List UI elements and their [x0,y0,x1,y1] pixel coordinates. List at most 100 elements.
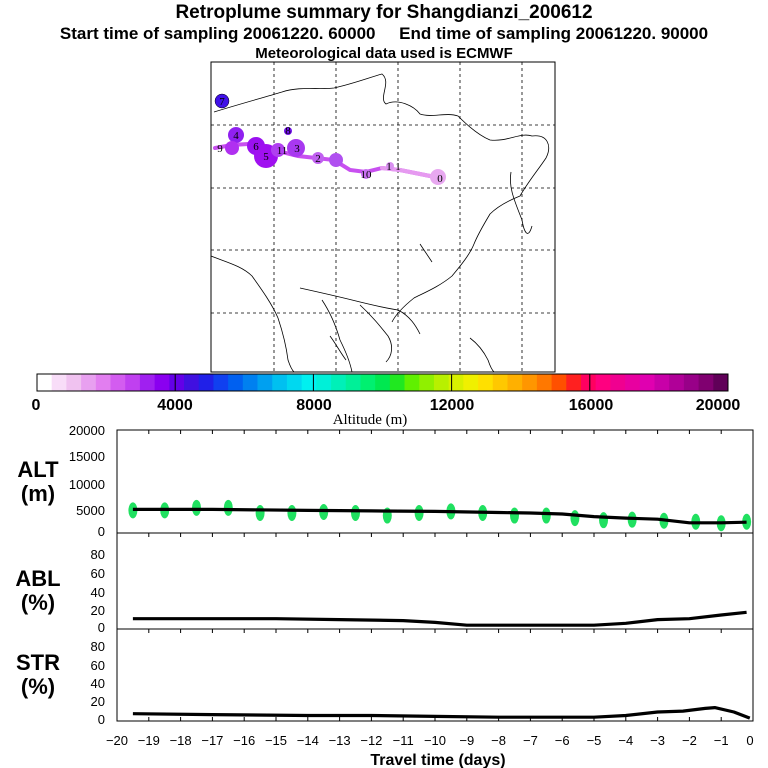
x-tick-label: −13 [329,733,351,748]
coastline [469,337,495,373]
alt-yticks: 0 5000 10000 15000 20000 [69,423,105,539]
colorbar-swatch [51,374,67,391]
colorbar-tick-label: 16000 [569,397,614,414]
trajectory-label: 5 [263,151,269,163]
x-tick-label: −9 [459,733,474,748]
x-tick-label: −16 [233,733,255,748]
abl-panel-unit: (%) [21,590,55,615]
altitude-marker [510,507,519,524]
colorbar-swatch [154,374,170,391]
colorbar-swatch [610,374,626,391]
alt-ytick-label: 15000 [69,449,105,464]
x-tick-marks [116,430,754,721]
coastline [419,243,433,263]
altitude-marker [414,504,424,521]
alt-ytick-label: 0 [98,524,105,539]
alt-ytick-label: 5000 [76,503,105,518]
trajectory-label: 7 [219,96,225,108]
altitude-marker [599,512,609,529]
colorbar-swatch [81,374,97,391]
alt-panel-label: ALT [17,457,59,482]
colorbar-swatch [110,374,126,391]
x-tick-label: −19 [138,733,160,748]
colorbar-swatch [213,374,229,391]
cluster-marker [386,162,394,170]
colorbar-swatch [286,374,303,391]
colorbar-swatch [242,374,258,391]
colorbar-swatch [551,374,567,391]
alt-ytick-label: 20000 [69,423,105,438]
cluster-marker [361,169,371,179]
colorbar-swatch [345,374,361,391]
colorbar-swatch [522,374,538,391]
chart-title: Retroplume summary for Shangdianzi_20061… [175,2,593,23]
trajectory-label: 8 [285,125,291,137]
trajectory-label: 2 [315,153,321,165]
colorbar-swatch [580,374,597,391]
abl-ytick-label: 0 [98,620,105,635]
met-data-label: Meteorological data used is ECMWF [255,45,513,62]
abl-series-line [132,610,747,627]
colorbar-swatch [125,374,141,391]
cluster-marker [287,139,305,157]
altitude-marker [255,504,265,521]
str-ytick-label: 0 [98,712,105,727]
cluster-marker [271,143,285,157]
sampling-times: Start time of sampling 20061220. 60000 E… [59,24,709,43]
trajectory-label: 4 [233,130,239,142]
colorbar-swatch [683,374,699,391]
colorbar-swatch [698,374,714,391]
cluster-marker [312,152,324,164]
abl-ytick-label: 80 [91,547,105,562]
coastline [299,287,421,335]
colorbar-swatch [301,374,317,391]
colorbar-tick-label: 12000 [430,397,475,414]
trajectory-clusters [214,93,446,185]
cluster-marker [214,93,230,109]
abl-ytick-label: 20 [91,603,105,618]
colorbar-swatch [272,374,288,391]
coastlines [210,73,549,373]
x-tick-label: 0 [746,733,753,748]
x-tick-label: −5 [587,733,602,748]
abl-panel-label: ABL [15,566,60,591]
abl-ytick-label: 40 [91,585,105,600]
alt-ytick-label: 10000 [69,477,105,492]
colorbar-tick-label: 0 [32,397,41,414]
str-ytick-label: 80 [91,639,105,654]
coastline [213,73,549,323]
map-gridlines [211,62,555,372]
colorbar-swatch [654,374,670,391]
coastline [359,304,392,363]
str-panel-unit: (%) [21,674,55,699]
colorbar-swatch [37,374,53,391]
colorbar-swatch [463,374,479,391]
x-tick-label: −4 [618,733,633,748]
colorbar-swatch [595,374,611,391]
x-tick-label: −11 [393,733,414,748]
series-lines [132,507,751,720]
cluster-marker [329,153,343,167]
colorbar-swatch [536,374,552,391]
coastline [329,335,347,361]
abl-panel-frame [116,532,754,630]
altitude-marker [223,499,233,516]
trajectory-label: 3 [294,143,300,155]
altitude-markers [128,499,752,532]
x-tick-label: −8 [491,733,506,748]
colorbar-swatch [360,374,376,391]
cluster-marker [228,127,244,143]
colorbar-swatch [66,374,82,391]
x-tick-label: −18 [170,733,192,748]
coastline [321,299,353,373]
colorbar-swatch [713,374,729,391]
alt-panel-unit: (m) [21,481,55,506]
x-tick-label: −17 [201,733,223,748]
alt-panel-frame [116,429,754,534]
x-tick-label: −14 [297,733,319,748]
colorbar-swatch [139,374,156,391]
colorbar-swatch [228,374,244,391]
x-tick-label: −3 [650,733,665,748]
altitude-marker [541,507,551,524]
trajectory-label: 1 [395,161,401,173]
